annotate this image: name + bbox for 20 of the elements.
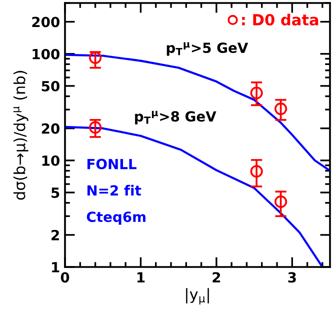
x-tick-label: 3 [288, 272, 296, 283]
y-tick-label: 50 [42, 80, 60, 92]
annotation: FONLL [87, 158, 136, 170]
y-tick-label: 20 [42, 123, 60, 134]
x-tick-label: 2 [212, 272, 220, 282]
y-tick-label: 100 [32, 48, 60, 60]
x-axis-title: |y$_{μ}$| [186, 288, 209, 304]
y-tick-label: 5 [52, 188, 60, 198]
y-tick-label: 10 [42, 155, 60, 166]
y-tick-label: 2 [52, 230, 59, 240]
x-tick-label: 0 [60, 272, 70, 283]
y-tick-label: 1 [52, 262, 60, 272]
annotation: N=2 fit [87, 184, 142, 196]
y-axis-title: dσ(b→μ)/dy$^{μ}$ (nb) [13, 70, 28, 200]
annotation: p$_{T}$$^{μ}$>8 GeV [135, 110, 216, 124]
legend-label: : D0 data [242, 14, 318, 26]
y-tick-label: 200 [32, 16, 60, 28]
annotation: Cteq6m [86, 212, 146, 225]
x-tick-label: 1 [137, 272, 145, 282]
annotation: p$_{T}$$^{μ}$>5 GeV [166, 42, 248, 56]
